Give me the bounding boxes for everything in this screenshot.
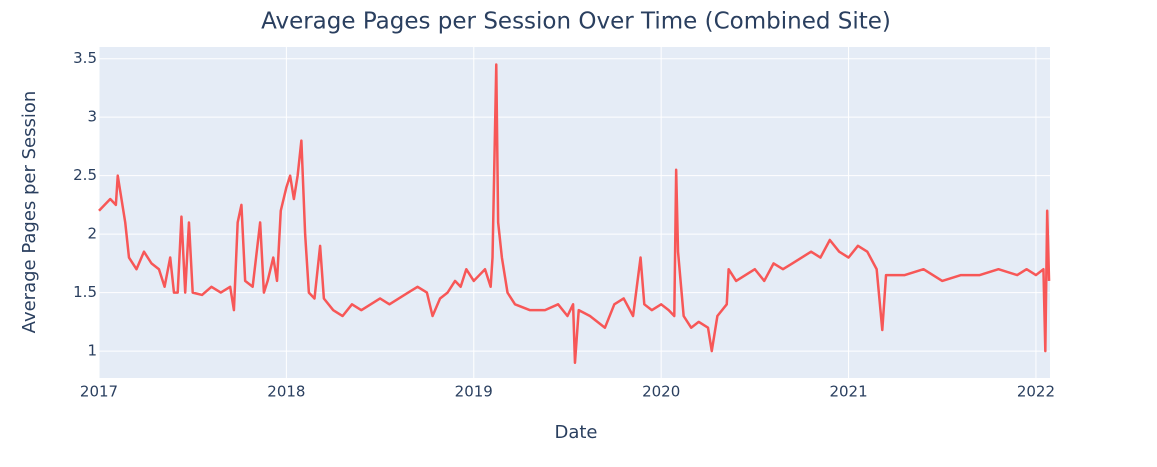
- y-tick-label: 1.5: [73, 283, 97, 301]
- y-tick-label: 1: [87, 342, 97, 360]
- y-tick-label: 2.5: [73, 166, 97, 184]
- x-axis-title: Date: [554, 422, 597, 443]
- x-tick-label: 2017: [80, 383, 118, 401]
- y-tick-label: 2: [87, 225, 97, 243]
- data-line: [98, 63, 1051, 365]
- chart-title: Average Pages per Session Over Time (Com…: [261, 9, 891, 35]
- x-tick-label: 2018: [267, 383, 305, 401]
- y-axis-title: Average Pages per Session: [19, 91, 40, 334]
- x-tick-label: 2019: [455, 383, 493, 401]
- y-tick-label: 3: [87, 108, 97, 126]
- y-tick-label: 3.5: [73, 49, 97, 67]
- x-tick-label: 2021: [829, 383, 867, 401]
- x-tick-label: 2022: [1017, 383, 1055, 401]
- x-tick-label: 2020: [642, 383, 680, 401]
